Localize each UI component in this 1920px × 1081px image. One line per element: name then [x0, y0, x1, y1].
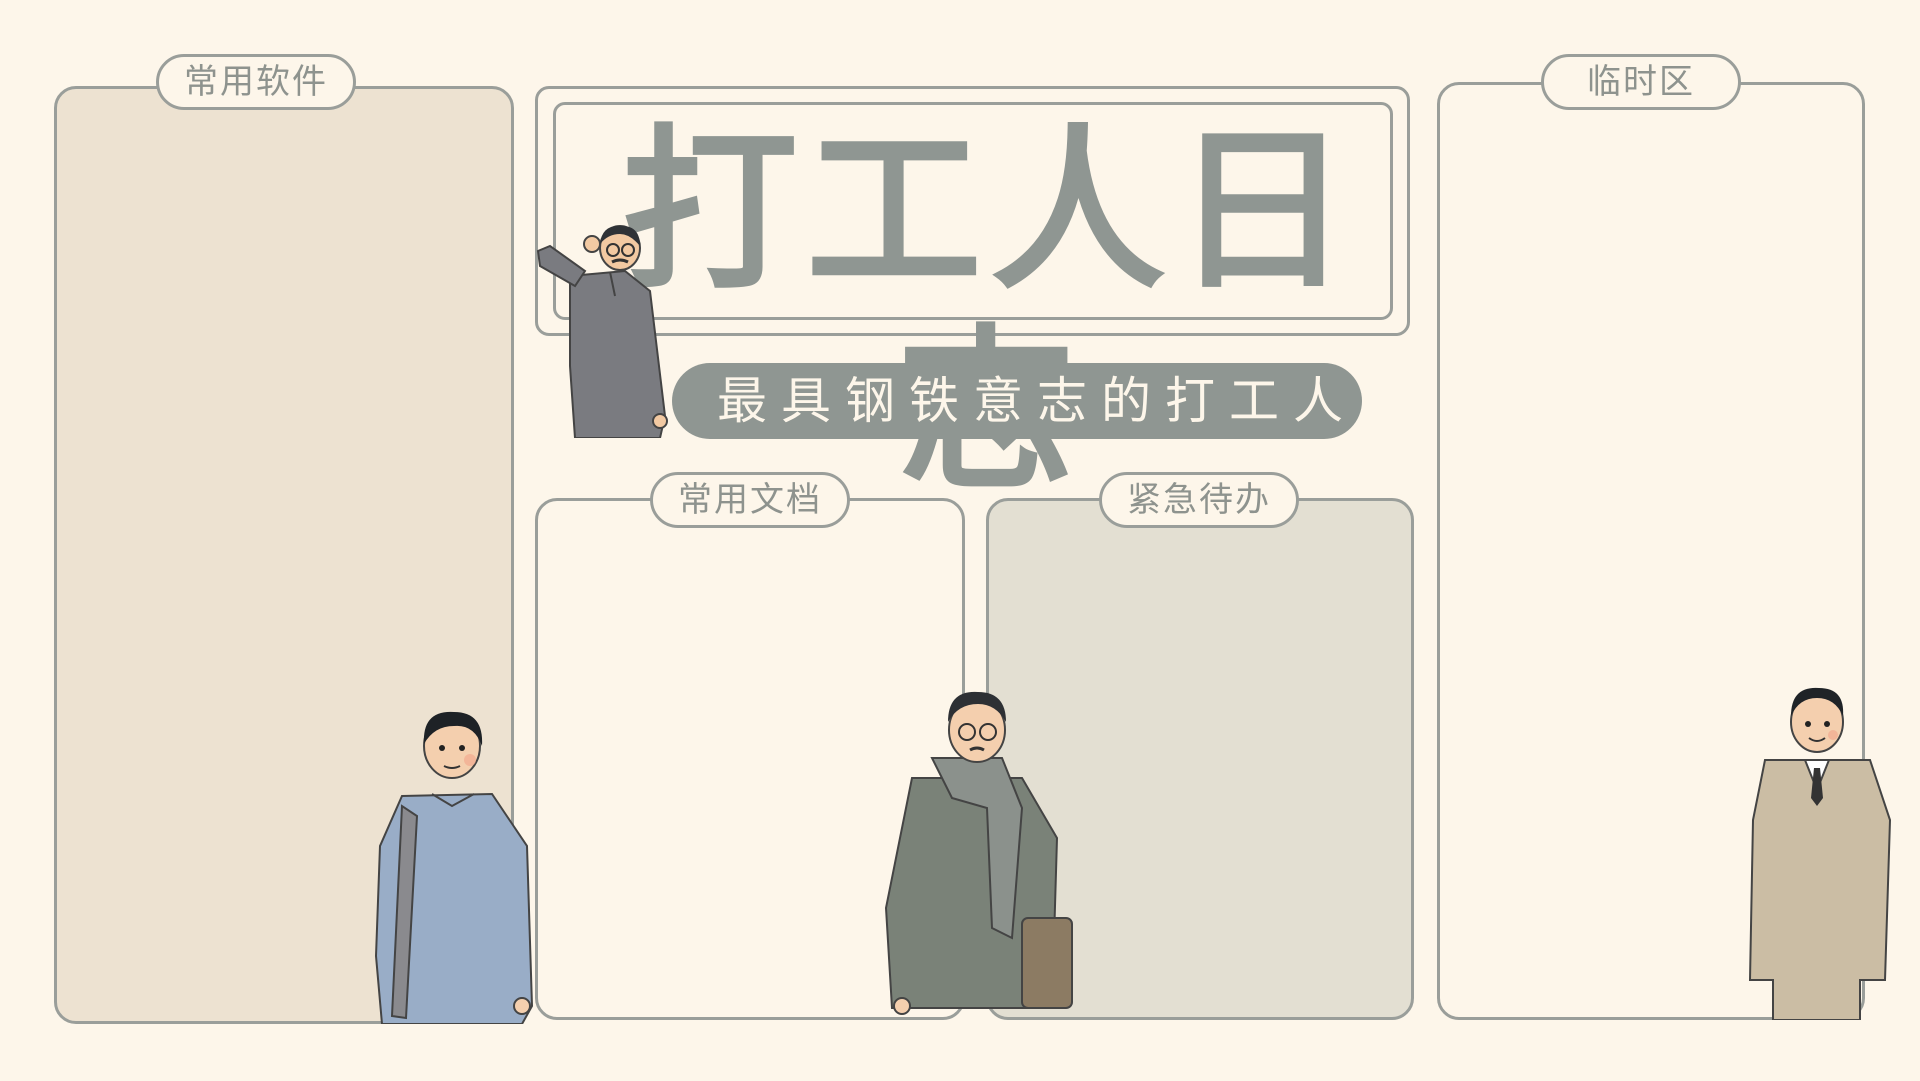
young-man-illustration — [374, 711, 534, 1024]
software-tag: 常用软件 — [156, 54, 356, 110]
saluting-man-illustration — [536, 225, 668, 438]
title-frame-outer — [535, 86, 1410, 336]
title-frame-inner — [553, 102, 1393, 320]
docs-tag: 常用文档 — [650, 472, 850, 528]
temp-tag: 临时区 — [1541, 54, 1741, 110]
subtitle-banner: 最具钢铁意志的打工人 — [672, 363, 1362, 439]
suit-man-illustration — [1748, 687, 1892, 1020]
scarf-man-illustration — [884, 691, 1073, 1015]
page-title: 打工人日志 — [621, 109, 1358, 512]
todo-tag: 紧急待办 — [1099, 472, 1299, 528]
